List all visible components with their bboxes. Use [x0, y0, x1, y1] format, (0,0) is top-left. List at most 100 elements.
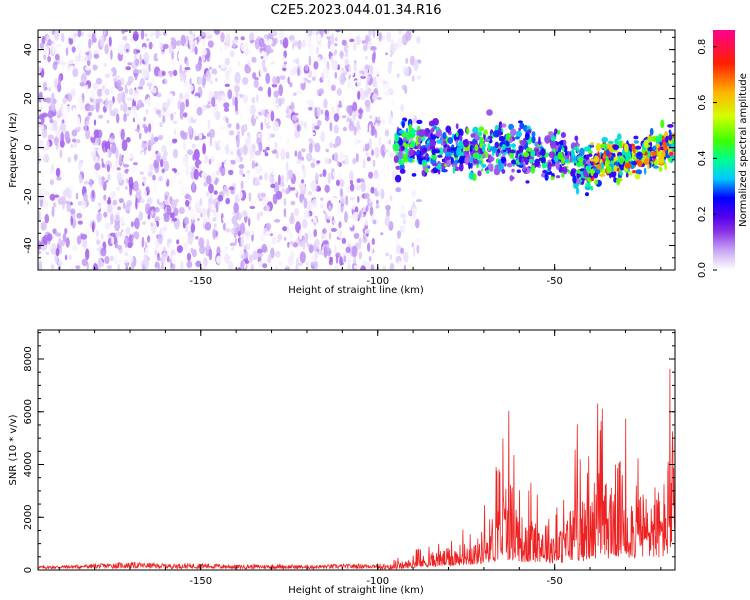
heatmap-cell [619, 157, 624, 165]
heatmap-cell [233, 202, 239, 214]
heatmap-cell [398, 160, 405, 166]
heatmap-cell [669, 151, 674, 156]
heatmap-cell [263, 66, 268, 73]
heatmap-cell [410, 140, 415, 149]
heatmap-cell [318, 186, 321, 192]
heatmap-cell [388, 221, 394, 231]
heatmap-marks [38, 30, 675, 270]
heatmap-cell [172, 69, 178, 77]
heatmap-cell [306, 242, 310, 248]
heatmap-cell [442, 131, 447, 140]
heatmap-cell [330, 228, 337, 232]
heatmap-cell [166, 205, 172, 216]
heatmap-cell [185, 222, 189, 234]
heatmap-cell [216, 162, 222, 167]
heatmap-cell [271, 236, 277, 245]
heatmap-cell [429, 139, 437, 148]
heatmap-cell [278, 174, 281, 186]
heatmap-cell [337, 206, 341, 215]
heatmap-cell [87, 33, 91, 38]
heatmap-cell [260, 151, 265, 160]
heatmap-cell [401, 145, 405, 151]
heatmap-cell [111, 39, 115, 52]
heatmap-cell [297, 39, 302, 50]
heatmap-cell [303, 209, 310, 220]
heatmap-cell [122, 35, 129, 41]
heatmap-cell [372, 30, 376, 38]
heatmap-cell [271, 83, 278, 88]
heatmap-cell [244, 172, 251, 182]
heatmap-cell [477, 131, 483, 137]
heatmap-cell [109, 213, 114, 225]
heatmap-cell [613, 156, 619, 161]
heatmap-cell [456, 148, 460, 156]
heatmap-cell [175, 126, 182, 135]
heatmap-cell [295, 57, 300, 65]
heatmap-cell [455, 123, 459, 130]
heatmap-cell [384, 52, 389, 56]
heatmap-cell [348, 63, 352, 75]
heatmap-cell [325, 148, 329, 153]
heatmap-cell [89, 178, 93, 188]
heatmap-cell [194, 136, 200, 141]
heatmap-cell [285, 188, 290, 195]
heatmap-cell [362, 232, 367, 240]
heatmap-cell [39, 42, 45, 50]
heatmap-cell [489, 156, 495, 162]
heatmap-cell [590, 185, 594, 191]
heatmap-cell [585, 182, 591, 188]
heatmap-cell [398, 151, 403, 160]
heatmap-cell [216, 255, 222, 264]
heatmap-cell [341, 237, 347, 244]
heatmap-cell [284, 236, 287, 241]
heatmap-cell [299, 121, 305, 126]
heatmap-cell [86, 105, 89, 110]
heatmap-cell [304, 30, 307, 36]
heatmap-cell [289, 68, 295, 76]
heatmap-cell [164, 194, 168, 201]
heatmap-cell [104, 43, 109, 55]
heatmap-cell [613, 177, 617, 183]
heatmap-cell [114, 158, 119, 168]
heatmap-cell [421, 145, 425, 149]
heatmap-cell [231, 227, 235, 235]
heatmap-cell [219, 30, 226, 33]
heatmap-cell [242, 144, 248, 156]
heatmap-cell [262, 98, 265, 110]
heatmap-cell [198, 163, 205, 171]
heatmap-cell [330, 55, 334, 63]
heatmap-cell [272, 76, 278, 85]
heatmap-cell [541, 162, 546, 169]
colorbar-tick-label: 0.2 [697, 206, 708, 222]
heatmap-cell [137, 69, 143, 74]
heatmap-cell [609, 146, 613, 153]
heatmap-cell [91, 231, 97, 243]
heatmap-cell [186, 149, 194, 156]
heatmap-cell [224, 253, 231, 264]
heatmap-cell [296, 159, 302, 165]
heatmap-cell [311, 198, 318, 209]
heatmap-cell [141, 236, 145, 248]
heatmap-cell [372, 219, 377, 225]
heatmap-cell [116, 244, 122, 250]
heatmap-cell [256, 212, 260, 221]
heatmap-cell [224, 221, 229, 225]
heatmap-cell [215, 201, 219, 213]
heatmap-cell [270, 61, 275, 65]
heatmap-cell [161, 168, 166, 174]
heatmap-cell [468, 171, 475, 180]
heatmap-cell [137, 86, 144, 90]
heatmap-cell [370, 186, 375, 194]
heatmap-cell [110, 86, 114, 99]
heatmap-cell [428, 120, 435, 127]
heatmap-cell [380, 94, 387, 105]
heatmap-cell [294, 150, 298, 157]
heatmap-cell [631, 161, 638, 166]
heatmap-cell [52, 228, 57, 235]
heatmap-cell [175, 199, 179, 203]
snr-plot-area [38, 330, 675, 570]
heatmap-cell [72, 68, 79, 78]
heatmap-frame [37, 29, 676, 271]
heatmap-cell [344, 211, 348, 223]
heatmap-cell [389, 152, 394, 158]
